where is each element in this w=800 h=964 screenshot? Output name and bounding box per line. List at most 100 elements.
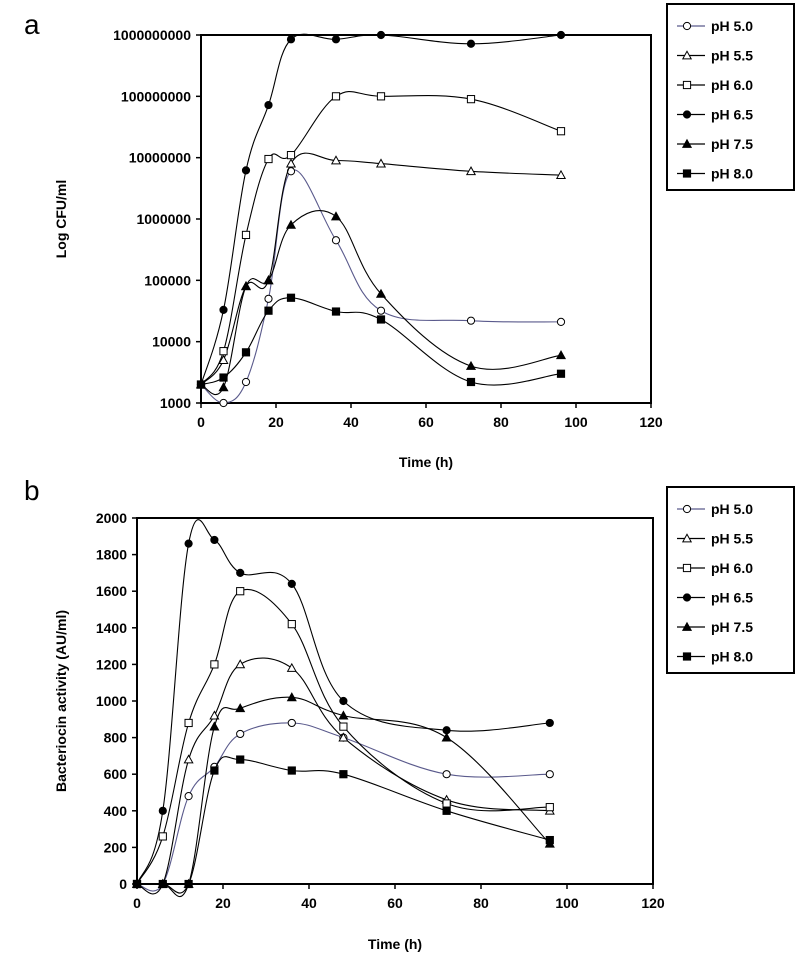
y-tick-label: 10000 bbox=[152, 334, 191, 350]
legend-label: pH 6.5 bbox=[711, 590, 753, 606]
legend-item: pH 7.5 bbox=[677, 619, 753, 635]
data-point bbox=[556, 317, 566, 327]
panel-a: a 0 20 40 60 80 100 120 1000 10000 100000 1000000 10… bbox=[24, 3, 795, 470]
legend-marker bbox=[682, 21, 692, 31]
series-line bbox=[136, 722, 550, 892]
x-tick-label: 120 bbox=[641, 895, 665, 911]
legend-label: pH 5.5 bbox=[711, 48, 753, 64]
y-tick-label: 1400 bbox=[96, 620, 127, 636]
legend-item: pH 6.5 bbox=[677, 590, 753, 606]
data-point bbox=[376, 306, 386, 315]
data-point bbox=[376, 92, 386, 101]
legend: pH 5.0 pH 5.5 pH 6.0 pH 6.5 pH 7.5 pH 8.0 bbox=[666, 486, 795, 674]
series-line bbox=[200, 297, 562, 386]
data-point bbox=[183, 754, 194, 764]
data-point bbox=[466, 95, 476, 104]
data-point bbox=[330, 211, 342, 221]
series-ph-6-0 bbox=[196, 91, 566, 389]
legend-marker bbox=[681, 50, 693, 60]
data-point bbox=[442, 799, 451, 808]
data-point bbox=[442, 770, 451, 779]
data-point bbox=[375, 158, 387, 168]
series-line bbox=[200, 210, 562, 395]
legend-item: pH 5.0 bbox=[677, 501, 753, 517]
data-point bbox=[240, 281, 252, 291]
data-point bbox=[339, 722, 348, 731]
data-point bbox=[286, 151, 296, 160]
data-point bbox=[210, 660, 219, 669]
data-point bbox=[285, 219, 297, 229]
panel-letter: a bbox=[24, 9, 40, 40]
x-tick-label: 20 bbox=[215, 895, 231, 911]
data-point bbox=[442, 806, 451, 815]
series-line bbox=[200, 152, 562, 385]
legend-marker bbox=[681, 138, 693, 148]
legend-marker bbox=[681, 621, 693, 631]
data-point bbox=[545, 835, 554, 845]
legend-item: pH 5.0 bbox=[677, 18, 753, 34]
legend-marker bbox=[682, 80, 692, 90]
x-tick-label: 100 bbox=[564, 414, 588, 430]
legend-label: pH 6.0 bbox=[711, 77, 753, 93]
data-point bbox=[236, 587, 245, 596]
legend-item: pH 8.0 bbox=[677, 649, 753, 665]
data-point bbox=[331, 35, 341, 44]
series-ph-5-5 bbox=[131, 657, 555, 895]
data-point bbox=[376, 30, 386, 40]
legend-label: pH 5.5 bbox=[711, 531, 753, 547]
data-point bbox=[330, 155, 342, 165]
data-point bbox=[286, 692, 297, 702]
x-tick-label: 0 bbox=[133, 895, 141, 911]
legend-frame bbox=[666, 486, 795, 674]
data-point bbox=[219, 347, 228, 356]
series-line bbox=[200, 91, 562, 385]
series-ph-8-0 bbox=[196, 293, 566, 389]
data-point bbox=[196, 380, 206, 389]
x-tick-label: 60 bbox=[387, 895, 403, 911]
legend-label: pH 6.0 bbox=[711, 560, 753, 576]
y-tick-label: 1000 bbox=[160, 395, 191, 411]
y-axis-label: Bacteriocin activity (AU/ml) bbox=[53, 610, 69, 792]
data-point bbox=[236, 568, 245, 578]
data-point bbox=[132, 879, 142, 889]
y-tick-label: 400 bbox=[104, 803, 128, 819]
data-point bbox=[466, 316, 476, 325]
data-point bbox=[545, 718, 554, 728]
data-point bbox=[264, 154, 273, 164]
series-line bbox=[136, 657, 550, 895]
y-tick-label: 10000000 bbox=[129, 150, 192, 166]
data-point bbox=[158, 806, 167, 815]
data-point bbox=[555, 350, 567, 360]
data-point bbox=[210, 766, 219, 775]
x-tick-label: 60 bbox=[418, 414, 434, 430]
series-ph-7-5 bbox=[195, 210, 567, 395]
legend-frame bbox=[666, 3, 795, 191]
y-tick-label: 0 bbox=[119, 876, 127, 892]
y-tick-label: 1800 bbox=[96, 547, 127, 563]
y-tick-label: 1600 bbox=[96, 583, 127, 599]
plot-frame bbox=[200, 34, 652, 404]
legend-item: pH 6.5 bbox=[677, 107, 753, 123]
legend-marker bbox=[682, 652, 692, 661]
y-axis-label: Log CFU/ml bbox=[53, 180, 69, 259]
legend-item: pH 5.5 bbox=[677, 531, 753, 547]
data-point bbox=[241, 230, 251, 240]
data-point bbox=[375, 288, 387, 298]
legend-item: pH 7.5 bbox=[677, 136, 753, 152]
series-line bbox=[200, 33, 562, 385]
data-point bbox=[218, 354, 229, 364]
data-point bbox=[184, 539, 193, 548]
data-point bbox=[219, 373, 228, 382]
data-point bbox=[287, 718, 296, 728]
x-axis-label: Time (h) bbox=[399, 454, 453, 470]
data-point bbox=[339, 696, 348, 706]
data-point bbox=[287, 579, 296, 588]
data-point bbox=[287, 620, 296, 629]
legend: pH 5.0 pH 5.5 pH 6.0 pH 6.5 pH 7.5 pH 8.0 bbox=[666, 3, 795, 191]
data-point bbox=[219, 398, 228, 408]
data-point bbox=[285, 158, 297, 168]
data-point bbox=[241, 377, 251, 387]
data-point bbox=[545, 803, 554, 812]
panel-letter: b bbox=[24, 475, 40, 506]
legend-item: pH 6.0 bbox=[677, 77, 753, 93]
